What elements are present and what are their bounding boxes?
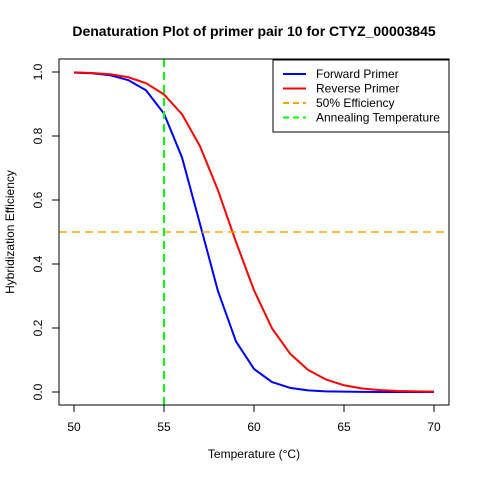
x-axis-label: Temperature (°C)	[208, 447, 300, 461]
x-tick-label: 55	[157, 420, 171, 434]
legend-label: Reverse Primer	[316, 82, 399, 96]
x-tick-label: 70	[427, 420, 441, 434]
y-tick-label: 0.8	[31, 127, 45, 144]
legend-label: Forward Primer	[316, 67, 399, 81]
y-axis-label: Hybridization Efficiency	[3, 170, 17, 294]
legend-box	[272, 59, 450, 133]
x-tick-label: 60	[247, 420, 261, 434]
y-tick-label: 0.6	[31, 191, 45, 208]
legend-label: 50% Efficiency	[316, 96, 395, 110]
plot-frame	[58, 58, 450, 406]
legend-label: Annealing Temperature	[316, 111, 440, 125]
x-tick-label: 65	[337, 420, 351, 434]
chart-title: Denaturation Plot of primer pair 10 for …	[72, 23, 436, 39]
x-tick-label: 50	[67, 420, 81, 434]
y-tick-label: 0.0	[31, 383, 45, 400]
plot-area: 50 55 60 65 70 0.0 0.2 0.4 0.6 0.8 1.0 Forward Prim…	[31, 59, 450, 434]
y-tick-label: 1.0	[31, 63, 45, 80]
y-tick-label: 0.4	[31, 255, 45, 272]
y-tick-label: 0.2	[31, 319, 45, 336]
series-line-forward-primer	[73, 71, 434, 393]
series-line-reverse-primer	[73, 71, 435, 393]
